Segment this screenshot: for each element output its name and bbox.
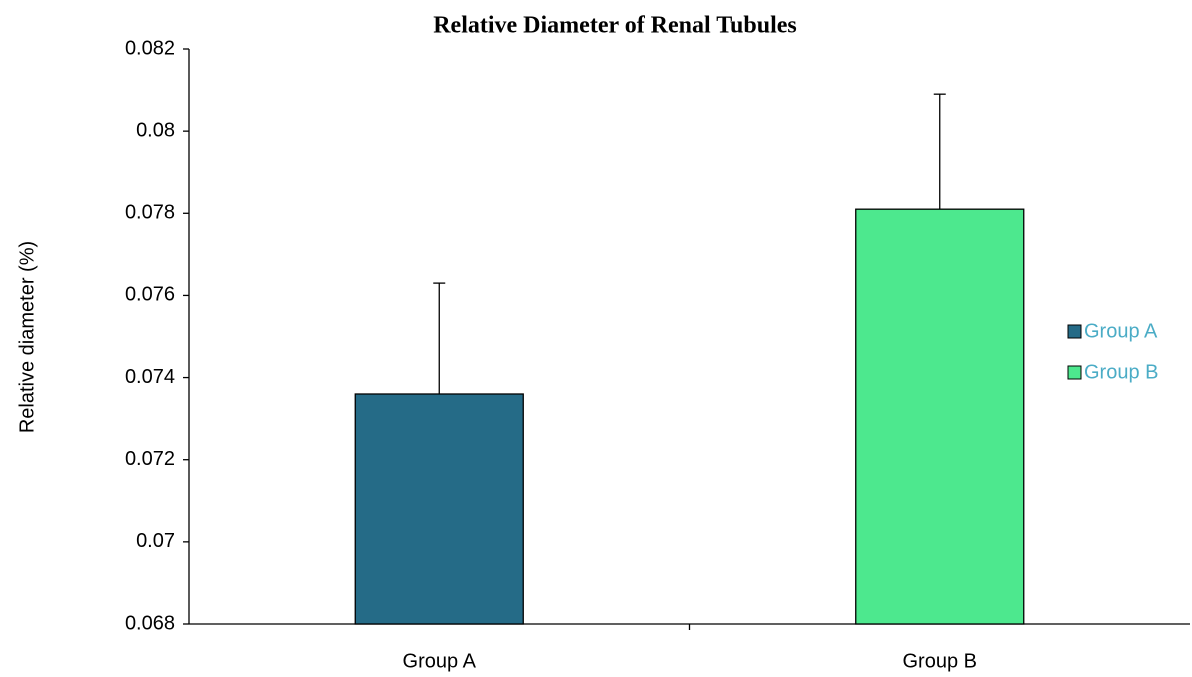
legend-swatch [1067,365,1082,380]
y-tick-label: 0.082 [125,37,175,59]
legend-swatch [1067,324,1082,339]
x-tick-label: Group B [903,650,977,672]
y-tick-label: 0.07 [136,530,175,552]
y-tick-label: 0.072 [125,448,175,470]
chart-title: Relative Diameter of Renal Tubules [433,13,797,39]
x-tick-label: Group A [403,650,477,672]
legend-label: Group B [1084,361,1158,383]
y-tick-label: 0.08 [136,119,175,141]
y-tick-label: 0.068 [125,612,175,634]
bar [855,208,1025,625]
y-axis-label: Relative diameter (%) [16,241,38,433]
y-tick-label: 0.076 [125,284,175,306]
y-tick-label: 0.074 [125,366,175,388]
bar [354,393,524,625]
legend-label: Group A [1084,320,1158,342]
y-tick-label: 0.078 [125,202,175,224]
